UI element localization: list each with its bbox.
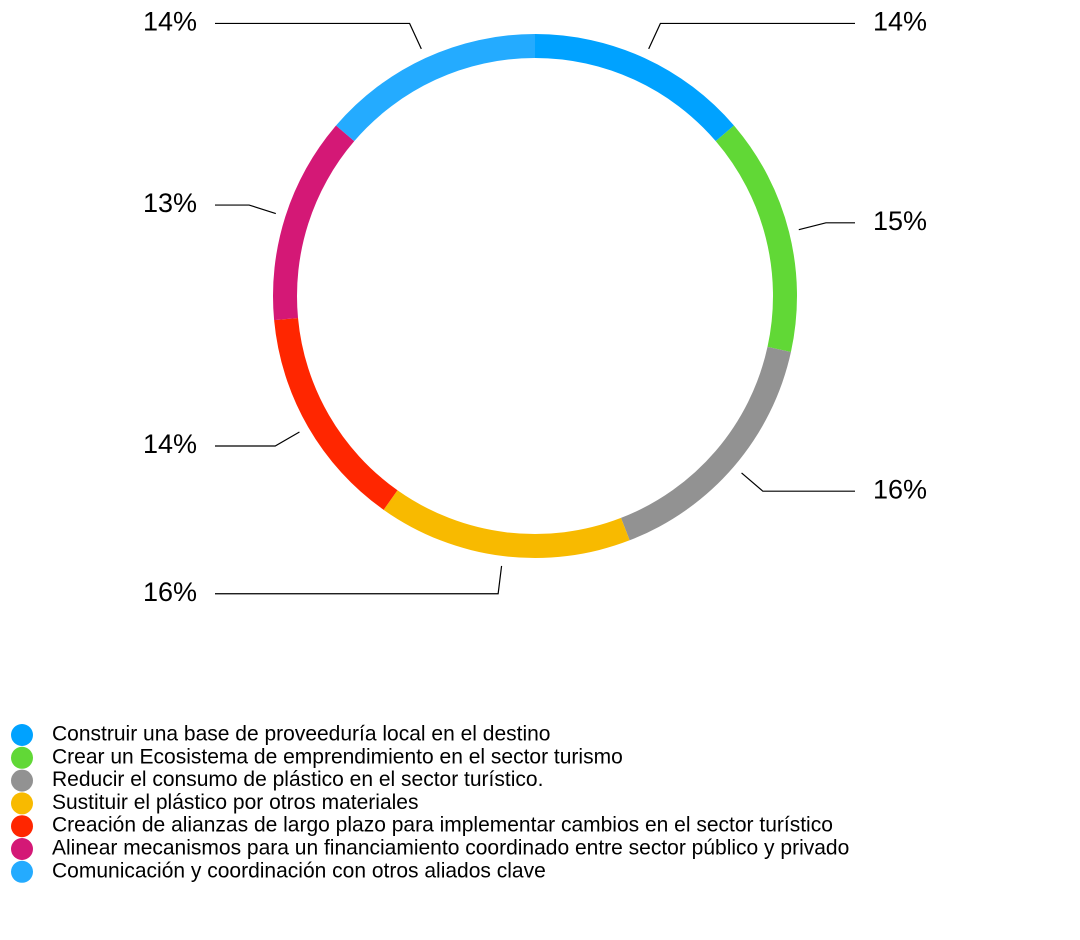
data-label: 16%: [143, 577, 197, 607]
legend-label: Reducir el consumo de plástico en el sec…: [52, 768, 543, 791]
legend-label: Crear un Ecosistema de emprendimiento en…: [52, 745, 623, 768]
donut-segment: [273, 125, 355, 321]
legend-label: Sustituir el plástico por otros material…: [52, 791, 419, 814]
data-label: 14%: [143, 7, 197, 37]
legend-swatch: [11, 769, 33, 792]
leader-line: [741, 472, 855, 492]
donut-segment: [383, 490, 630, 559]
leader-line: [215, 204, 276, 215]
legend-swatch: [11, 838, 33, 860]
legend-label: Alinear mecanismos para un financiamient…: [52, 837, 849, 860]
leader-line: [648, 22, 855, 50]
leader-line: [215, 22, 422, 50]
donut-segment: [535, 34, 734, 142]
donut-segment: [620, 346, 791, 541]
donut-segment: [715, 125, 798, 353]
donut-segment: [336, 34, 535, 142]
legend-label: Comunicación y coordinación con otros al…: [52, 859, 546, 882]
data-label: 16%: [873, 474, 927, 504]
legend-swatch: [11, 860, 33, 883]
data-label: 14%: [873, 7, 927, 37]
legend-swatch: [11, 746, 33, 769]
data-label: 15%: [873, 206, 927, 236]
legend-swatch: [11, 792, 33, 815]
legend-swatch: [11, 724, 33, 746]
legend-label: Creación de alianzas de largo plazo para…: [52, 814, 833, 837]
legend-swatch: [11, 815, 33, 838]
leader-line: [215, 431, 300, 447]
data-label: 13%: [143, 188, 197, 218]
data-label: 14%: [143, 429, 197, 459]
leader-line: [798, 222, 855, 231]
donut-segment: [274, 317, 398, 510]
leader-line: [215, 565, 503, 595]
legend-label: Construir una base de proveeduría local …: [52, 723, 550, 746]
